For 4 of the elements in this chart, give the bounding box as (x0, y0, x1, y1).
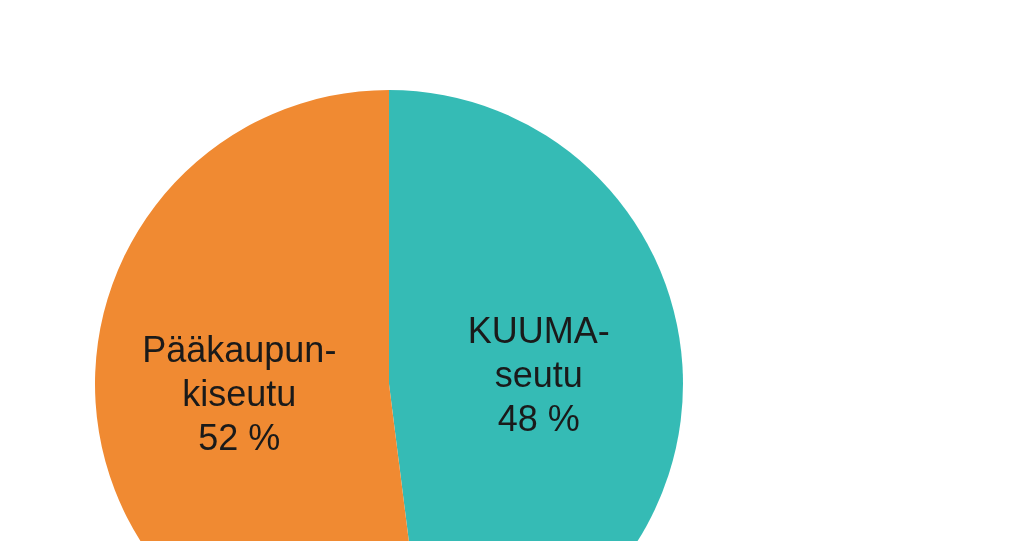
data-label: 48 % (497, 398, 580, 440)
slice-label: Pääkaupun- kiseutu (142, 328, 337, 414)
slice-label: KUUMA- seutu (467, 310, 610, 396)
data-label: 52 % (198, 416, 281, 458)
